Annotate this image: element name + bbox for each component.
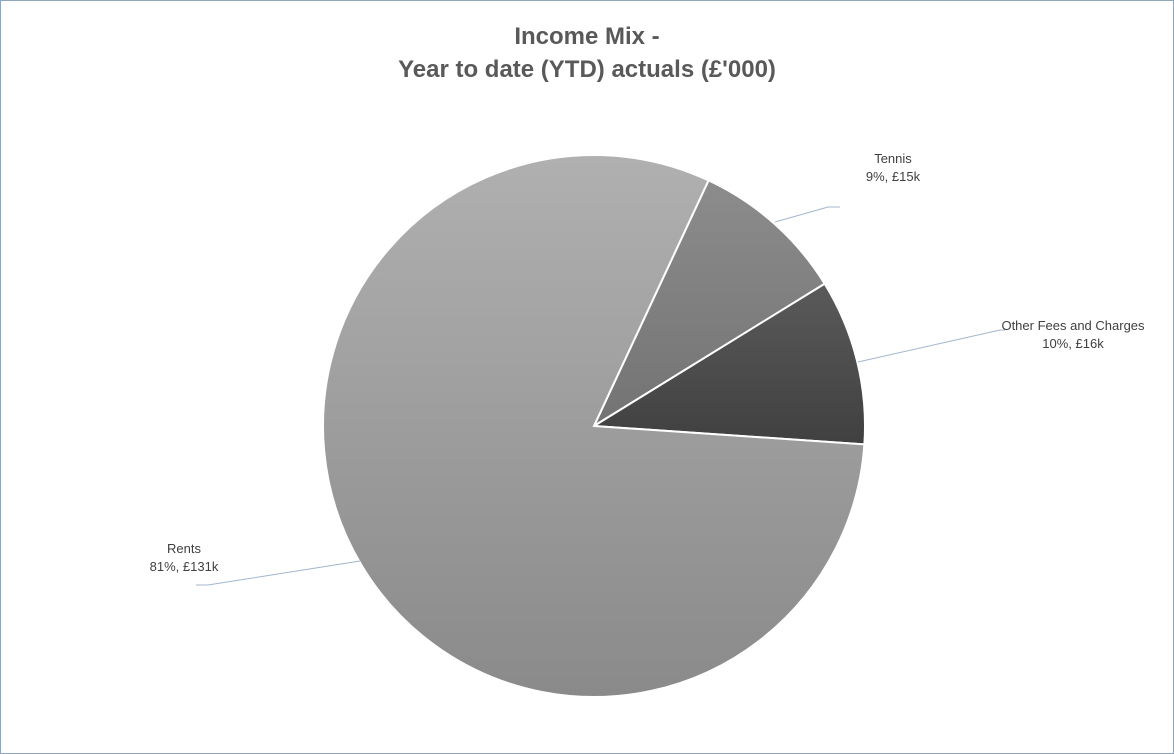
chart-title-line-2: Year to date (YTD) actuals (£'000) — [398, 56, 776, 83]
data-label-value: 10%, £16k — [1042, 336, 1104, 351]
data-label-other-fees-and-charges: Other Fees and Charges 10%, £16k — [1001, 318, 1145, 351]
leader-line-rents — [196, 560, 361, 586]
pie-slice-rents — [322, 154, 866, 698]
data-label-value: 9%, £15k — [866, 169, 921, 184]
data-label-rents: Rents 81%, £131k — [150, 541, 219, 574]
data-label-tennis: Tennis 9%, £15k — [866, 151, 921, 184]
pie-slice-other-fees-and-charges — [590, 282, 866, 446]
chart-title: Income Mix - Year to date (YTD) actuals … — [0, 20, 1174, 86]
chart-title-line-1: Income Mix - — [514, 23, 660, 50]
data-label-name: Tennis — [874, 151, 912, 166]
data-label-value: 81%, £131k — [150, 559, 219, 574]
pie-slice-tennis — [591, 179, 827, 429]
data-label-name: Rents — [167, 541, 201, 556]
data-label-name: Other Fees and Charges — [1001, 318, 1145, 333]
leader-line-tennis — [774, 206, 840, 223]
leader-line-other-fees-and-charges — [857, 329, 1005, 363]
